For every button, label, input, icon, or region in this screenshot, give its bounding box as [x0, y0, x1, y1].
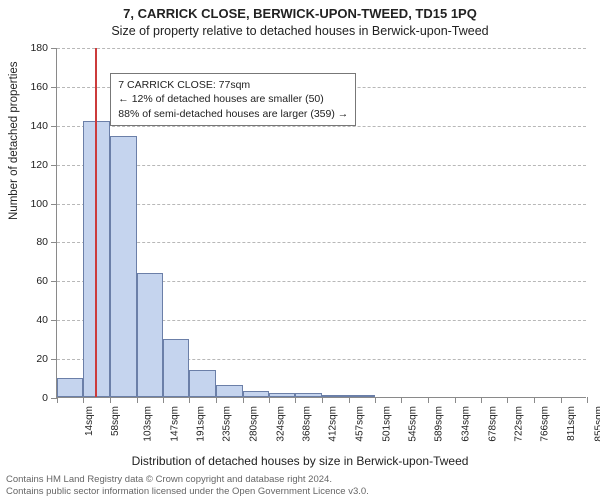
x-tick-label: 147sqm	[169, 406, 180, 442]
x-tick-label: 634sqm	[461, 406, 472, 442]
info-box-line2: ← 12% of detached houses are smaller (50…	[118, 92, 348, 106]
y-tick	[51, 281, 57, 282]
x-tick-label: 235sqm	[222, 406, 233, 442]
footer-text: Contains HM Land Registry data © Crown c…	[6, 474, 369, 498]
x-tick-label: 368sqm	[302, 406, 313, 442]
x-tick	[110, 397, 111, 403]
y-tick-label: 80	[36, 236, 48, 248]
x-tick-label: 722sqm	[514, 406, 525, 442]
y-tick-label: 0	[42, 392, 48, 404]
histogram-bar	[137, 273, 163, 397]
x-tick	[269, 397, 270, 403]
histogram-bar	[110, 136, 136, 397]
footer-line1: Contains HM Land Registry data © Crown c…	[6, 474, 369, 486]
x-tick	[481, 397, 482, 403]
gridline	[57, 48, 586, 49]
x-tick	[243, 397, 244, 403]
y-tick-label: 40	[36, 314, 48, 326]
histogram-bar	[269, 393, 295, 397]
y-tick	[51, 359, 57, 360]
x-tick-label: 501sqm	[381, 406, 392, 442]
histogram-bar	[349, 395, 375, 397]
y-axis-label: Number of detached properties	[8, 61, 20, 220]
chart-container: 7, CARRICK CLOSE, BERWICK-UPON-TWEED, TD…	[0, 0, 600, 500]
x-axis-label: Distribution of detached houses by size …	[0, 454, 600, 468]
y-tick	[51, 48, 57, 49]
x-tick	[561, 397, 562, 403]
x-tick	[428, 397, 429, 403]
x-tick	[137, 397, 138, 403]
x-tick-label: 457sqm	[355, 406, 366, 442]
histogram-bar	[57, 378, 83, 397]
chart-title-line1: 7, CARRICK CLOSE, BERWICK-UPON-TWEED, TD…	[0, 6, 600, 21]
x-tick	[349, 397, 350, 403]
info-box-line1: 7 CARRICK CLOSE: 77sqm	[118, 78, 348, 92]
chart-title-line2: Size of property relative to detached ho…	[0, 24, 600, 38]
x-tick	[401, 397, 402, 403]
y-tick-label: 160	[30, 81, 48, 93]
x-tick-label: 191sqm	[196, 406, 207, 442]
y-tick-label: 140	[30, 120, 48, 132]
histogram-bar	[83, 121, 110, 397]
x-tick-label: 280sqm	[249, 406, 260, 442]
gridline	[57, 126, 586, 127]
y-tick-label: 60	[36, 275, 48, 287]
histogram-bar	[322, 395, 348, 397]
marker-line	[95, 48, 97, 397]
x-tick-label: 58sqm	[110, 406, 121, 436]
x-tick	[163, 397, 164, 403]
x-tick-label: 855sqm	[593, 406, 600, 442]
x-tick	[189, 397, 190, 403]
x-tick-label: 14sqm	[84, 406, 95, 436]
histogram-bar	[243, 391, 269, 397]
y-tick	[51, 87, 57, 88]
x-tick-label: 103sqm	[143, 406, 154, 442]
x-tick-label: 589sqm	[434, 406, 445, 442]
x-tick	[534, 397, 535, 403]
x-tick	[322, 397, 323, 403]
histogram-bar	[189, 370, 216, 397]
y-tick-label: 120	[30, 159, 48, 171]
x-tick	[57, 397, 58, 403]
x-tick-label: 678sqm	[487, 406, 498, 442]
histogram-bar	[163, 339, 189, 397]
info-box: 7 CARRICK CLOSE: 77sqm ← 12% of detached…	[110, 73, 356, 126]
footer-line2: Contains public sector information licen…	[6, 486, 369, 498]
x-tick-label: 412sqm	[328, 406, 339, 442]
x-tick	[375, 397, 376, 403]
histogram-bar	[216, 385, 242, 397]
x-tick-label: 545sqm	[408, 406, 419, 442]
x-tick	[83, 397, 84, 403]
x-tick-label: 811sqm	[566, 406, 577, 441]
y-tick	[51, 242, 57, 243]
y-tick-label: 180	[30, 42, 48, 54]
x-tick	[295, 397, 296, 403]
x-tick-label: 766sqm	[540, 406, 551, 442]
y-tick-label: 100	[30, 198, 48, 210]
x-tick	[455, 397, 456, 403]
y-tick	[51, 126, 57, 127]
x-tick	[216, 397, 217, 403]
y-tick	[51, 204, 57, 205]
info-box-line3: 88% of semi-detached houses are larger (…	[118, 107, 348, 121]
y-tick	[51, 165, 57, 166]
y-tick-label: 20	[36, 353, 48, 365]
x-tick	[507, 397, 508, 403]
x-tick-label: 324sqm	[275, 406, 286, 442]
x-tick	[587, 397, 588, 403]
histogram-bar	[295, 393, 322, 397]
y-tick	[51, 320, 57, 321]
plot-area: 02040608010012014016018014sqm58sqm103sqm…	[56, 48, 586, 398]
